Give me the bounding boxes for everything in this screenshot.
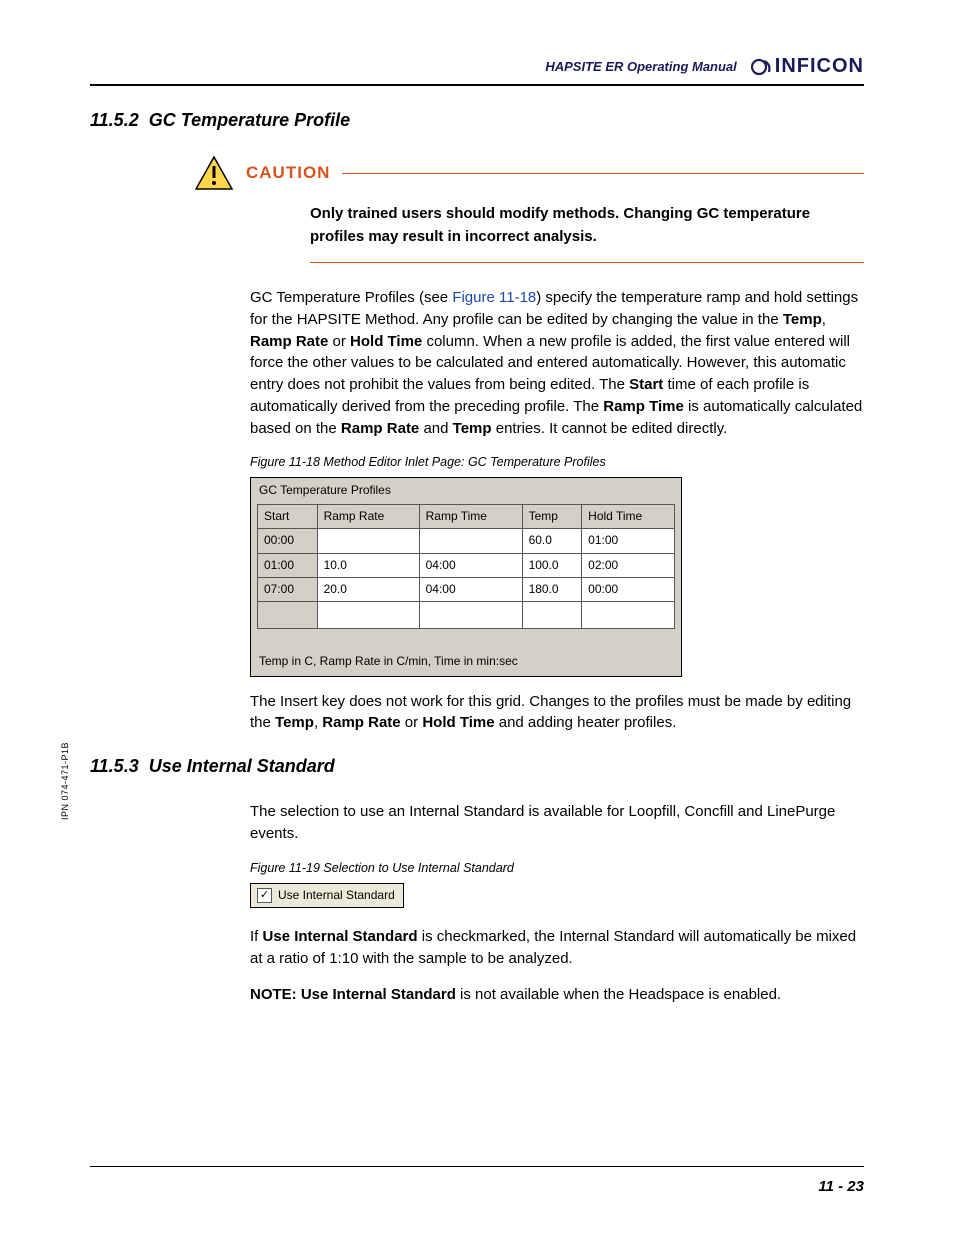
company-logo: INFICON [751, 55, 864, 78]
page: HAPSITE ER Operating Manual INFICON 11.5… [0, 0, 954, 1235]
caution-label: CAUTION [246, 161, 330, 186]
page-header: HAPSITE ER Operating Manual INFICON [90, 55, 864, 78]
ipn-code: IPN 074-471-P1B [60, 742, 70, 820]
figure-11-19-caption: Figure 11-19 Selection to Use Internal S… [250, 859, 864, 877]
table-row: 01:00 10.0 04:00 100.0 02:00 [258, 553, 675, 577]
table-row-empty [258, 602, 675, 629]
caution-bottom-rule [310, 262, 864, 263]
section-11-5-2-title: 11.5.2 GC Temperature Profile [90, 110, 864, 131]
section-11-5-3-title: 11.5.3 Use Internal Standard [90, 756, 864, 777]
manual-title: HAPSITE ER Operating Manual [545, 59, 736, 78]
caution-icon [194, 155, 234, 191]
internal-standard-behavior: If Use Internal Standard is checkmarked,… [250, 926, 864, 970]
gc-temp-profiles-table: Start Ramp Rate Ramp Time Temp Hold Time… [257, 504, 675, 630]
col-ramp-time: Ramp Time [419, 504, 522, 528]
gc-temp-profiles-box: GC Temperature Profiles Start Ramp Rate … [250, 477, 682, 676]
gc-box-footer: Temp in C, Ramp Rate in C/min, Time in m… [251, 631, 681, 675]
page-number: 11 - 23 [818, 1178, 864, 1195]
section-11-5-3-content: The selection to use an Internal Standar… [250, 801, 864, 1005]
use-internal-standard-checkbox-box: ✓ Use Internal Standard [250, 883, 404, 908]
footer-rule [90, 1166, 864, 1167]
header-rule [90, 84, 864, 86]
table-row: 07:00 20.0 04:00 180.0 00:00 [258, 577, 675, 601]
use-internal-standard-checkbox[interactable]: ✓ [257, 888, 272, 903]
caution-body: Only trained users should modify methods… [310, 203, 864, 248]
gc-profile-description: GC Temperature Profiles (see Figure 11-1… [250, 287, 864, 439]
logo-text: INFICON [775, 55, 864, 78]
col-temp: Temp [522, 504, 582, 528]
use-internal-standard-label: Use Internal Standard [278, 887, 395, 904]
insert-key-note: The Insert key does not work for this gr… [250, 691, 864, 735]
col-start: Start [258, 504, 318, 528]
caution-header-row: CAUTION [194, 155, 864, 191]
internal-standard-note: NOTE: Use Internal Standard is not avail… [250, 984, 864, 1006]
section-11-5-2-content: CAUTION Only trained users should modify… [250, 155, 864, 734]
gc-box-title: GC Temperature Profiles [251, 478, 681, 503]
caution-top-rule [342, 173, 864, 174]
logo-icon [751, 56, 773, 78]
table-row: 00:00 60.0 01:00 [258, 529, 675, 553]
table-header-row: Start Ramp Rate Ramp Time Temp Hold Time [258, 504, 675, 528]
figure-11-18-caption: Figure 11-18 Method Editor Inlet Page: G… [250, 453, 864, 471]
figure-11-18-link[interactable]: Figure 11-18 [452, 289, 536, 306]
col-hold-time: Hold Time [582, 504, 675, 528]
internal-standard-intro: The selection to use an Internal Standar… [250, 801, 864, 845]
col-ramp-rate: Ramp Rate [317, 504, 419, 528]
